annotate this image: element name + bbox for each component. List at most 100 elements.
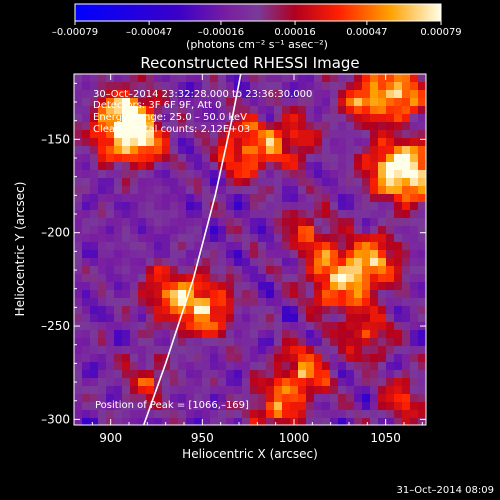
heatmap-pixel: [402, 90, 410, 98]
heatmap-pixel: [82, 194, 90, 202]
heatmap-pixel: [266, 106, 274, 114]
heatmap-pixel: [362, 106, 370, 114]
heatmap-pixel: [178, 98, 186, 106]
heatmap-pixel: [370, 146, 378, 154]
heatmap-pixel: [314, 330, 322, 338]
heatmap-pixel: [322, 194, 330, 202]
heatmap-pixel: [154, 162, 162, 170]
heatmap-pixel: [162, 290, 170, 298]
heatmap-pixel: [290, 162, 298, 170]
heatmap-pixel: [162, 338, 170, 346]
heatmap-pixel: [202, 170, 210, 178]
heatmap-pixel: [162, 90, 170, 98]
heatmap-pixel: [298, 154, 306, 162]
heatmap-pixel: [362, 386, 370, 394]
heatmap-pixel: [178, 258, 186, 266]
heatmap-pixel: [194, 250, 202, 258]
heatmap-pixel: [130, 218, 138, 226]
heatmap-pixel: [122, 138, 130, 146]
heatmap-pixel: [210, 218, 218, 226]
heatmap-pixel: [410, 162, 418, 170]
heatmap-pixel: [138, 178, 146, 186]
heatmap-pixel: [226, 82, 234, 90]
heatmap-pixel: [410, 306, 418, 314]
heatmap-pixel: [378, 378, 386, 386]
heatmap-pixel: [306, 250, 314, 258]
heatmap-pixel: [258, 90, 266, 98]
heatmap-pixel: [402, 386, 410, 394]
heatmap-pixel: [386, 146, 394, 154]
heatmap-pixel: [338, 410, 346, 418]
heatmap-pixel: [242, 90, 250, 98]
heatmap-pixel: [226, 346, 234, 354]
heatmap-pixel: [330, 138, 338, 146]
heatmap-pixel: [202, 314, 210, 322]
heatmap-pixel: [234, 242, 242, 250]
heatmap-pixel: [82, 330, 90, 338]
heatmap-pixel: [298, 82, 306, 90]
heatmap-pixel: [154, 242, 162, 250]
heatmap-pixel: [330, 274, 338, 282]
heatmap-pixel: [298, 338, 306, 346]
heatmap-pixel: [146, 154, 154, 162]
heatmap-pixel: [226, 298, 234, 306]
heatmap-pixel: [402, 314, 410, 322]
heatmap-pixel: [234, 282, 242, 290]
heatmap-pixel: [98, 306, 106, 314]
heatmap-pixel: [154, 394, 162, 402]
heatmap-pixel: [154, 186, 162, 194]
heatmap-pixel: [242, 242, 250, 250]
heatmap-pixel: [106, 114, 114, 122]
heatmap-pixel: [346, 194, 354, 202]
heatmap-pixel: [202, 210, 210, 218]
heatmap-pixel: [322, 290, 330, 298]
heatmap-pixel: [394, 354, 402, 362]
heatmap-pixel: [178, 218, 186, 226]
heatmap-pixel: [370, 114, 378, 122]
heatmap-pixel: [314, 250, 322, 258]
heatmap-pixel: [298, 346, 306, 354]
heatmap-pixel: [314, 218, 322, 226]
heatmap-pixel: [162, 210, 170, 218]
heatmap-pixel: [146, 82, 154, 90]
heatmap-pixel: [322, 234, 330, 242]
heatmap-pixel: [402, 330, 410, 338]
heatmap-pixel: [402, 122, 410, 130]
heatmap-pixel: [258, 114, 266, 122]
heatmap-pixel: [154, 322, 162, 330]
heatmap-pixel: [226, 362, 234, 370]
heatmap-pixel: [138, 122, 146, 130]
heatmap-pixel: [386, 338, 394, 346]
heatmap-pixel: [210, 138, 218, 146]
heatmap-pixel: [186, 290, 194, 298]
heatmap-pixel: [210, 226, 218, 234]
heatmap-pixel: [146, 362, 154, 370]
heatmap-pixel: [114, 74, 122, 82]
heatmap-pixel: [250, 218, 258, 226]
heatmap-pixel: [354, 242, 362, 250]
heatmap-pixel: [234, 226, 242, 234]
heatmap-pixel: [106, 362, 114, 370]
heatmap-pixel: [82, 298, 90, 306]
heatmap-pixel: [378, 210, 386, 218]
heatmap-pixel: [242, 402, 250, 410]
heatmap-pixel: [226, 258, 234, 266]
heatmap-pixel: [266, 378, 274, 386]
heatmap-pixel: [386, 202, 394, 210]
heatmap-pixel: [266, 314, 274, 322]
heatmap-pixel: [106, 138, 114, 146]
heatmap-pixel: [418, 394, 426, 402]
heatmap-pixel: [258, 98, 266, 106]
heatmap-pixel: [290, 266, 298, 274]
heatmap-pixel: [250, 250, 258, 258]
heatmap-pixel: [194, 90, 202, 98]
heatmap-pixel: [170, 122, 178, 130]
heatmap-pixel: [114, 418, 122, 425]
heatmap-pixel: [418, 410, 426, 418]
heatmap-pixel: [170, 194, 178, 202]
heatmap-pixel: [370, 346, 378, 354]
heatmap-pixel: [202, 394, 210, 402]
heatmap-pixel: [162, 202, 170, 210]
heatmap-pixel: [234, 138, 242, 146]
heatmap-pixel: [274, 162, 282, 170]
